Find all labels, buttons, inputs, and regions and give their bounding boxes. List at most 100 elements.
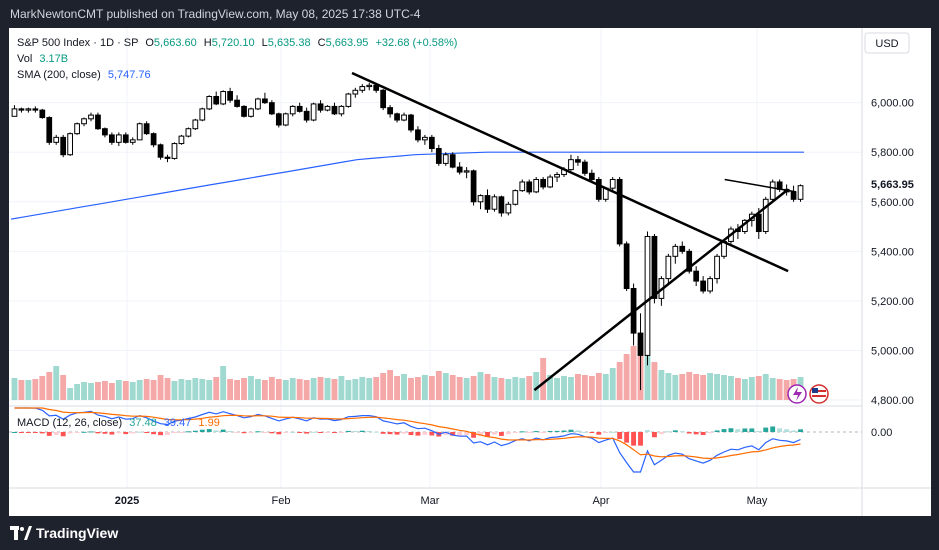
- macd-hist-bar: [255, 431, 261, 433]
- volume-bar: [115, 380, 122, 400]
- us-flag-icon[interactable]: [809, 384, 829, 404]
- macd-hist-bar: [290, 431, 296, 433]
- macd-hist-bar: [554, 430, 560, 432]
- volume-bar: [359, 377, 366, 400]
- candle-body: [637, 332, 644, 356]
- volume-bar: [595, 373, 602, 400]
- volume-bar: [491, 377, 498, 400]
- price-tick-label: 5,200.00: [871, 296, 914, 308]
- candle-body: [310, 103, 317, 121]
- candle-body: [595, 178, 602, 200]
- change-value: +32.68 (+0.58%): [376, 37, 458, 49]
- macd-hist-bar: [220, 429, 226, 432]
- time-tick-label: Apr: [592, 495, 609, 507]
- macd-hist-bar: [297, 432, 303, 433]
- candle-body: [199, 108, 206, 121]
- price-tick-label: 5,600.00: [871, 197, 914, 209]
- candle-body: [18, 108, 25, 111]
- macd-hist-bar: [151, 432, 157, 435]
- candle-body: [157, 144, 164, 158]
- candle-body: [227, 91, 233, 101]
- volume-bar: [651, 362, 658, 400]
- macd-hist-bar: [512, 432, 518, 433]
- volume-bar: [588, 376, 595, 400]
- candle-body: [275, 113, 282, 126]
- macd-hist-bar: [422, 432, 428, 435]
- volume-bar: [275, 379, 282, 400]
- candle-body: [241, 105, 247, 117]
- macd-hist-bar: [658, 432, 664, 435]
- volume-bar: [261, 380, 268, 400]
- macd-hist-bar: [540, 432, 546, 433]
- volume-bar: [185, 380, 192, 400]
- macd-hist-bar: [603, 432, 609, 433]
- candle-body: [352, 89, 359, 95]
- currency-box[interactable]: [864, 32, 910, 54]
- macd-hist-bar: [192, 430, 198, 432]
- macd-label: MACD (12, 26, close): [17, 417, 122, 429]
- macd-hist-bar: [679, 431, 685, 433]
- candle-body: [164, 156, 171, 159]
- time-axis-ticks: 2025 Feb Mar Apr May: [115, 495, 768, 507]
- macd-hist-bar: [206, 429, 212, 432]
- candle-body: [408, 114, 414, 131]
- time-tick-label: May: [747, 495, 768, 507]
- volume-bar: [53, 366, 60, 400]
- candle-body: [220, 91, 227, 105]
- volume-bar: [477, 372, 484, 400]
- time-tick-label: Mar: [421, 495, 440, 507]
- macd-hist-bar: [610, 431, 616, 433]
- candle-body: [255, 98, 261, 110]
- candle-body: [248, 108, 254, 117]
- candle-body: [387, 107, 393, 115]
- macd-hist-bar: [631, 432, 637, 446]
- volume-bar: [227, 379, 234, 400]
- macd-hist-bar: [116, 432, 122, 434]
- volume-bar: [700, 375, 707, 400]
- low-label: L: [262, 37, 268, 49]
- macd-hist-bar: [172, 432, 177, 433]
- volume-bar: [289, 378, 296, 400]
- candle-body: [714, 255, 720, 280]
- macd-hist-bar: [401, 432, 407, 434]
- volume-bar: [241, 378, 247, 400]
- volume-bar: [755, 376, 762, 400]
- macd-hist-bar: [165, 432, 170, 436]
- candle-body: [345, 93, 352, 107]
- volume-bar: [282, 380, 289, 400]
- macd-hist-bar: [652, 432, 657, 438]
- volume-bar: [248, 376, 254, 400]
- macd-hist-bar: [352, 430, 358, 432]
- volume-bar: [428, 376, 435, 400]
- sma-label: SMA (200, close): [17, 69, 101, 81]
- macd-hist-bar: [311, 431, 317, 433]
- candlestick-chart[interactable]: USD 6,000.00 5,800.00 5,600.00 5,400.00 5,20…: [9, 28, 931, 516]
- volume-bar: [456, 377, 463, 400]
- volume-bar: [32, 379, 39, 400]
- macd-hist-bar: [39, 432, 45, 434]
- macd-hist-bar: [429, 432, 435, 436]
- candle-body: [122, 134, 129, 143]
- price-tick-label: 5,800.00: [871, 147, 914, 159]
- volume-bar: [387, 370, 394, 400]
- candle-body: [693, 270, 700, 282]
- candle-body: [67, 133, 73, 156]
- macd-hist-bar: [373, 431, 379, 433]
- candle-body: [60, 136, 67, 156]
- volume-bar: [303, 380, 310, 400]
- macd-hist-bar: [283, 432, 289, 433]
- volume-bar: [234, 380, 240, 400]
- macd-hist-bar: [735, 429, 741, 432]
- macd-hist-bar: [533, 431, 539, 433]
- volume-bar: [533, 372, 540, 400]
- macd-hist-bar: [338, 432, 344, 433]
- tradingview-logo-icon: [10, 526, 32, 540]
- candle-body: [213, 95, 220, 105]
- macd-hist-bar: [130, 432, 136, 434]
- volume-bar: [714, 374, 720, 400]
- macd-hist-bar: [485, 432, 490, 437]
- candle-body: [25, 108, 32, 111]
- candle-body: [95, 114, 101, 130]
- macd-hist-bar: [366, 430, 372, 432]
- macd-hist-bar: [589, 432, 595, 433]
